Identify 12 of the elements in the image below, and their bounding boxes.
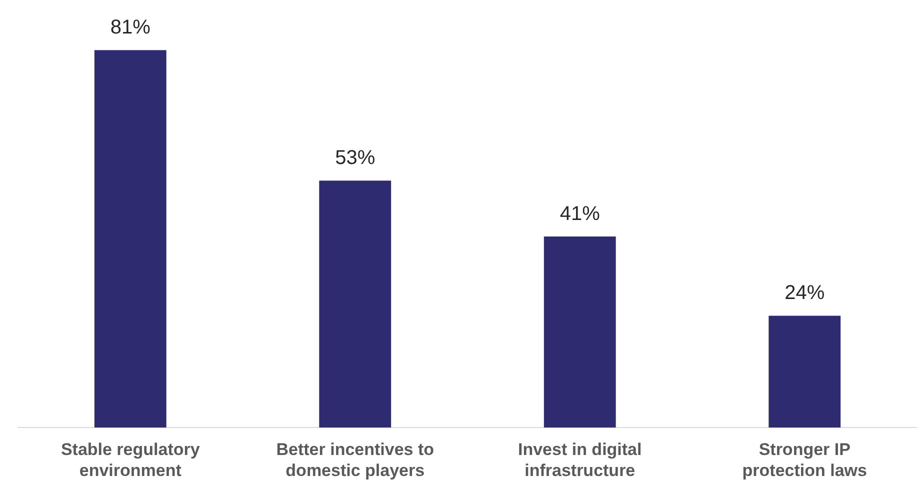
bar — [768, 316, 841, 428]
x-tick-label: Invest in digital infrastructure — [518, 440, 642, 480]
bar — [94, 50, 166, 428]
data-label: 53% — [335, 147, 376, 170]
data-label: 24% — [784, 282, 825, 304]
data-label: 41% — [560, 203, 600, 226]
bar — [544, 236, 616, 428]
x-tick-label: Better incentives to domestic players — [276, 440, 434, 480]
bar — [319, 180, 392, 428]
x-tick-label: Stronger IP protection laws — [742, 440, 867, 480]
x-tick-label: Stable regulatory environment — [60, 440, 200, 480]
data-label: 81% — [110, 16, 151, 39]
